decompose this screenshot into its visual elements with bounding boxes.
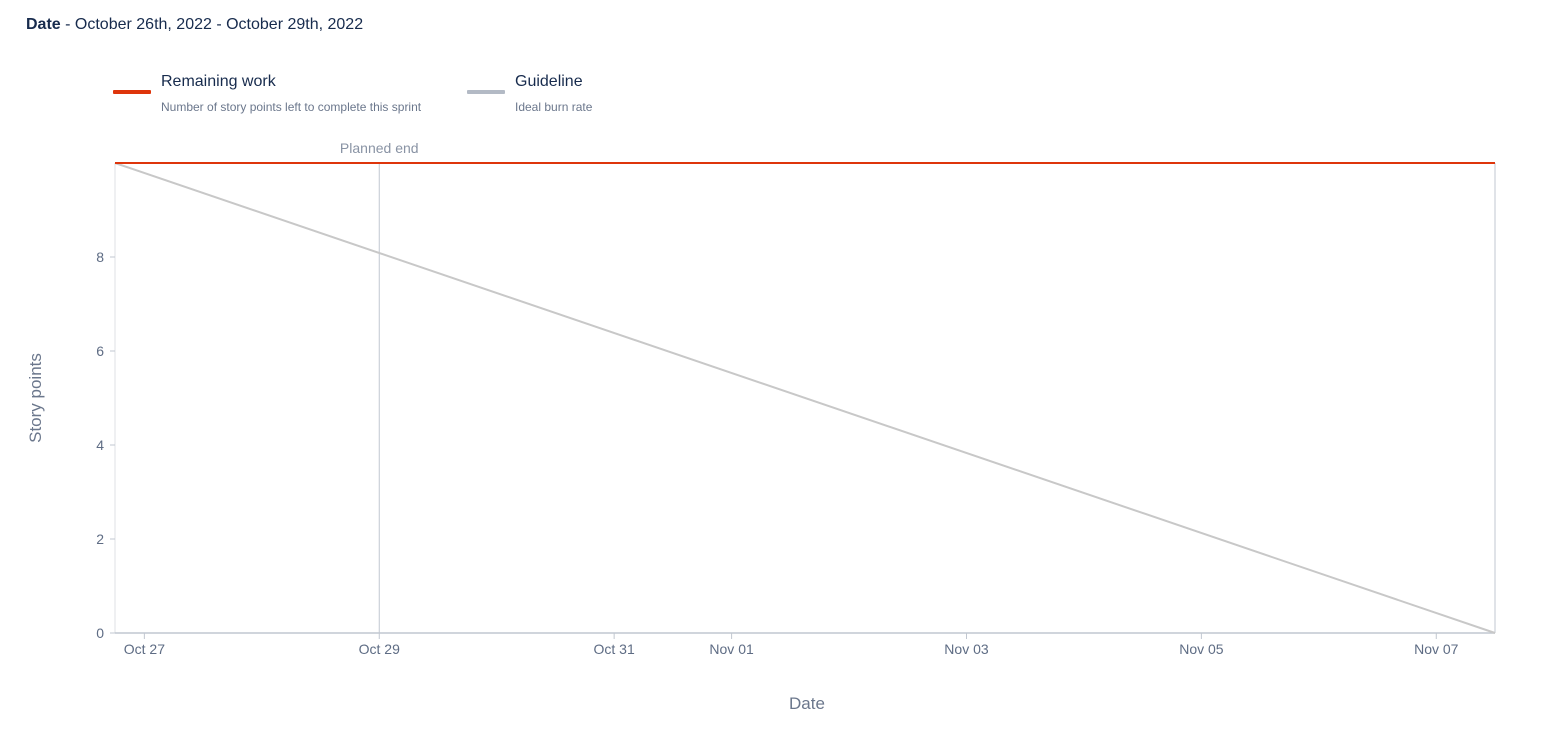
date-range-value: - October 26th, 2022 - October 29th, 202… [60,16,364,33]
x-tick-label: Nov 01 [709,641,754,657]
y-tick-label: 8 [96,249,104,265]
y-tick-label: 6 [96,343,104,359]
y-tick-label: 0 [96,625,104,641]
legend-swatch-remaining-work [113,90,151,94]
x-axis-title: Date [789,694,825,713]
date-range-label: Date [26,16,61,33]
series-line-guideline [114,162,1496,634]
x-tick-label: Oct 27 [124,641,165,657]
y-tick-label: 4 [96,437,104,453]
x-tick-label: Nov 05 [1179,641,1224,657]
y-tick-label: 2 [96,531,104,547]
x-tick-label: Oct 29 [359,641,400,657]
x-tick-label: Nov 03 [944,641,989,657]
planned-end-label: Planned end [340,140,419,156]
legend-desc-remaining-work: Number of story points left to complete … [161,100,422,114]
legend-title-guideline: Guideline [515,73,583,90]
legend-swatch-guideline [467,90,505,94]
y-axis-title: Story points [26,353,45,443]
x-tick-label: Oct 31 [594,641,635,657]
legend-desc-guideline: Ideal burn rate [515,100,593,114]
legend-title-remaining-work: Remaining work [161,73,276,90]
x-tick-label: Nov 07 [1414,641,1459,657]
date-range: Date - October 26th, 2022 - October 29th… [26,16,363,34]
